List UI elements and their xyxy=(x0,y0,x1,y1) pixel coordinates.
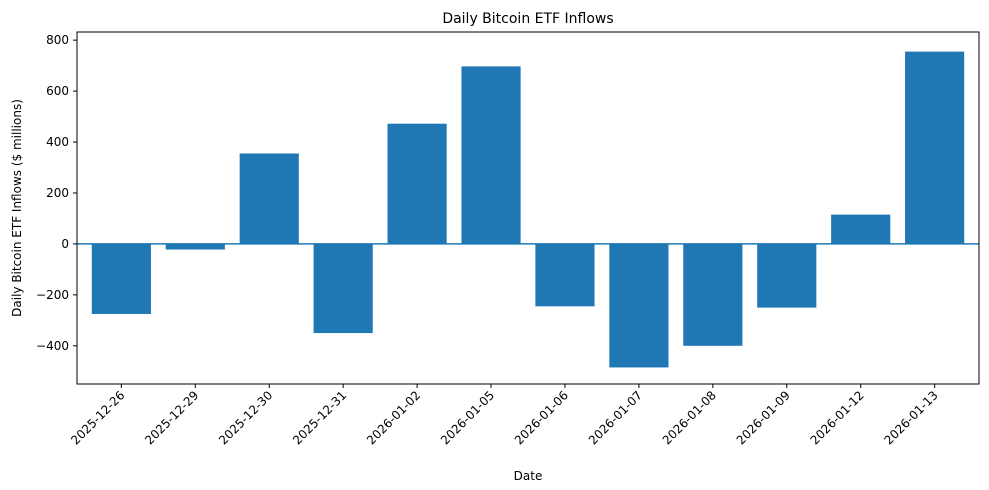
bar xyxy=(165,243,225,250)
x-axis-title: Date xyxy=(514,469,543,483)
bar xyxy=(91,243,151,314)
y-tick-label: −200 xyxy=(36,288,69,302)
x-tick-label: 2026-01-07 xyxy=(586,388,645,447)
bar xyxy=(757,243,817,308)
bar xyxy=(461,66,521,244)
y-tick-label: 0 xyxy=(61,237,69,251)
x-tick-label: 2025-12-30 xyxy=(216,388,275,447)
x-tick-label: 2026-01-06 xyxy=(512,388,571,447)
bar xyxy=(905,51,965,244)
x-tick-label: 2026-01-09 xyxy=(734,388,793,447)
bar xyxy=(313,243,373,334)
bar xyxy=(831,214,891,244)
y-tick-label: 800 xyxy=(46,33,69,47)
x-tick-label: 2026-01-13 xyxy=(882,388,941,447)
bar xyxy=(609,243,669,368)
y-tick-label: −400 xyxy=(36,339,69,353)
y-tick-label: 200 xyxy=(46,186,69,200)
bar xyxy=(535,243,595,307)
x-tick-label: 2026-01-08 xyxy=(660,388,719,447)
x-tick-label: 2025-12-31 xyxy=(290,388,349,447)
bar xyxy=(239,153,299,244)
chart-title: Daily Bitcoin ETF Inflows xyxy=(442,11,613,27)
x-tick-label: 2026-01-05 xyxy=(438,388,497,447)
y-tick-label: 400 xyxy=(46,135,69,149)
axes-frame xyxy=(76,31,980,385)
x-tick-label: 2026-01-02 xyxy=(364,388,423,447)
y-axis-title: Daily Bitcoin ETF Inflows ($ millions) xyxy=(10,99,24,317)
bar xyxy=(683,243,743,346)
x-tick-label: 2025-12-29 xyxy=(142,388,201,447)
bar xyxy=(387,123,447,244)
y-tick-label: 600 xyxy=(46,84,69,98)
plot-area: −400 −200 0 200 400 600 800 2025-12-26 2025-12-2… xyxy=(36,31,980,447)
x-tick-label: 2026-01-12 xyxy=(808,388,867,447)
x-tick-label: 2025-12-26 xyxy=(68,388,127,447)
